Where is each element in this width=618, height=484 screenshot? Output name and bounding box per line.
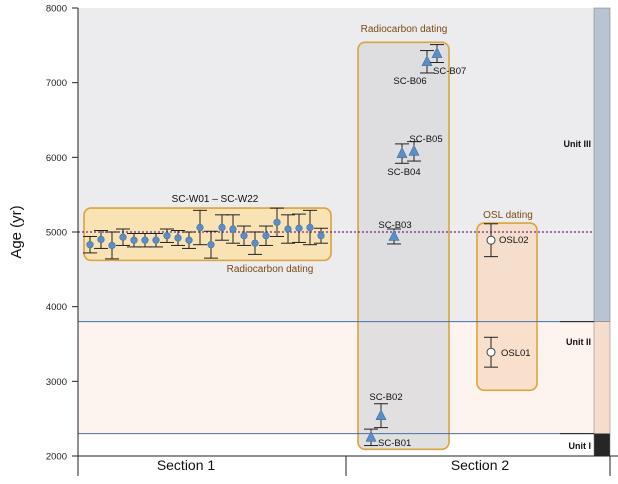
y-axis-title: Age (yr) bbox=[8, 205, 25, 258]
scw-point-5 bbox=[130, 236, 138, 244]
data-points bbox=[83, 44, 498, 447]
scb-point-1 bbox=[365, 430, 377, 442]
y-tick-label-4000: 4000 bbox=[46, 302, 67, 313]
axes: 2000 3000 4000 5000 6000 7000 8000 Age (yr) Sect… bbox=[8, 4, 618, 476]
dating-zone-2 bbox=[357, 41, 450, 451]
unit-label-2: Unit II bbox=[566, 337, 591, 347]
scw-point-13 bbox=[218, 223, 226, 232]
scw-point-17 bbox=[262, 232, 270, 240]
osl-point-2 bbox=[486, 235, 496, 245]
y-tick-label-7000: 7000 bbox=[46, 78, 67, 89]
unit-bar-3 bbox=[593, 433, 611, 457]
scb-label-5: SC-B05 bbox=[409, 134, 442, 145]
scb-point-6 bbox=[421, 55, 433, 67]
scw-point-10 bbox=[185, 236, 193, 244]
scw-point-6 bbox=[141, 236, 149, 244]
scw-point-11 bbox=[196, 223, 204, 232]
zone-label-3: OSL dating bbox=[483, 210, 533, 221]
scw-point-20 bbox=[295, 224, 303, 232]
dating-zone-3 bbox=[476, 222, 538, 392]
y-tick-label-6000: 6000 bbox=[46, 153, 67, 164]
scb-point-5 bbox=[408, 144, 420, 156]
y-tick-label-2000: 2000 bbox=[46, 452, 67, 463]
scb-point-2 bbox=[375, 409, 387, 420]
scb-label-6: SC-B06 bbox=[393, 76, 426, 87]
zone-label-1: Radiocarbon dating bbox=[227, 264, 314, 275]
scw-point-4 bbox=[119, 233, 127, 241]
scb-label-7: SC-B07 bbox=[433, 66, 466, 77]
unit-label-3: Unit I bbox=[569, 441, 592, 451]
scb-point-3 bbox=[388, 229, 400, 241]
unit-bar-2 bbox=[593, 321, 611, 434]
scw-point-2 bbox=[97, 235, 105, 244]
scw-point-12 bbox=[207, 241, 215, 249]
scw-point-3 bbox=[108, 241, 116, 250]
labels: Unit III Unit II Unit I Radiocarbon dating R… bbox=[172, 24, 591, 451]
scb-point-4 bbox=[396, 146, 408, 158]
scw-point-8 bbox=[163, 232, 171, 240]
section-label-2: Section 2 bbox=[451, 457, 510, 473]
osl-label-1: OSL01 bbox=[501, 348, 531, 359]
scw-point-14 bbox=[229, 225, 237, 233]
y-tick-label-5000: 5000 bbox=[46, 228, 67, 239]
scw-point-7 bbox=[152, 236, 160, 244]
zone-label-2: Radiocarbon dating bbox=[361, 24, 448, 35]
scw-point-19 bbox=[284, 225, 292, 233]
scb-point-7 bbox=[431, 46, 443, 58]
group-label: SC-W01 – SC-W22 bbox=[172, 194, 259, 205]
scw-point-18 bbox=[273, 218, 281, 226]
scw-point-16 bbox=[251, 239, 259, 247]
osl-point-1 bbox=[486, 347, 496, 357]
scb-label-3: SC-B03 bbox=[378, 220, 411, 231]
scw-point-21 bbox=[306, 223, 314, 232]
osl-label-2: OSL02 bbox=[499, 235, 529, 246]
scb-label-1: SC-B01 bbox=[378, 438, 411, 449]
scw-point-22 bbox=[317, 232, 325, 240]
scw-point-15 bbox=[240, 232, 248, 240]
section-label-1: Section 1 bbox=[157, 457, 216, 473]
y-tick-label-3000: 3000 bbox=[46, 377, 67, 388]
unit-label-1: Unit III bbox=[564, 139, 592, 149]
y-tick-label-8000: 8000 bbox=[46, 4, 67, 15]
unit-bar-1 bbox=[593, 7, 611, 322]
scw-point-1 bbox=[86, 241, 94, 249]
scw-point-9 bbox=[174, 234, 182, 242]
scb-label-4: SC-B04 bbox=[387, 167, 420, 178]
scb-label-2: SC-B02 bbox=[369, 392, 402, 403]
